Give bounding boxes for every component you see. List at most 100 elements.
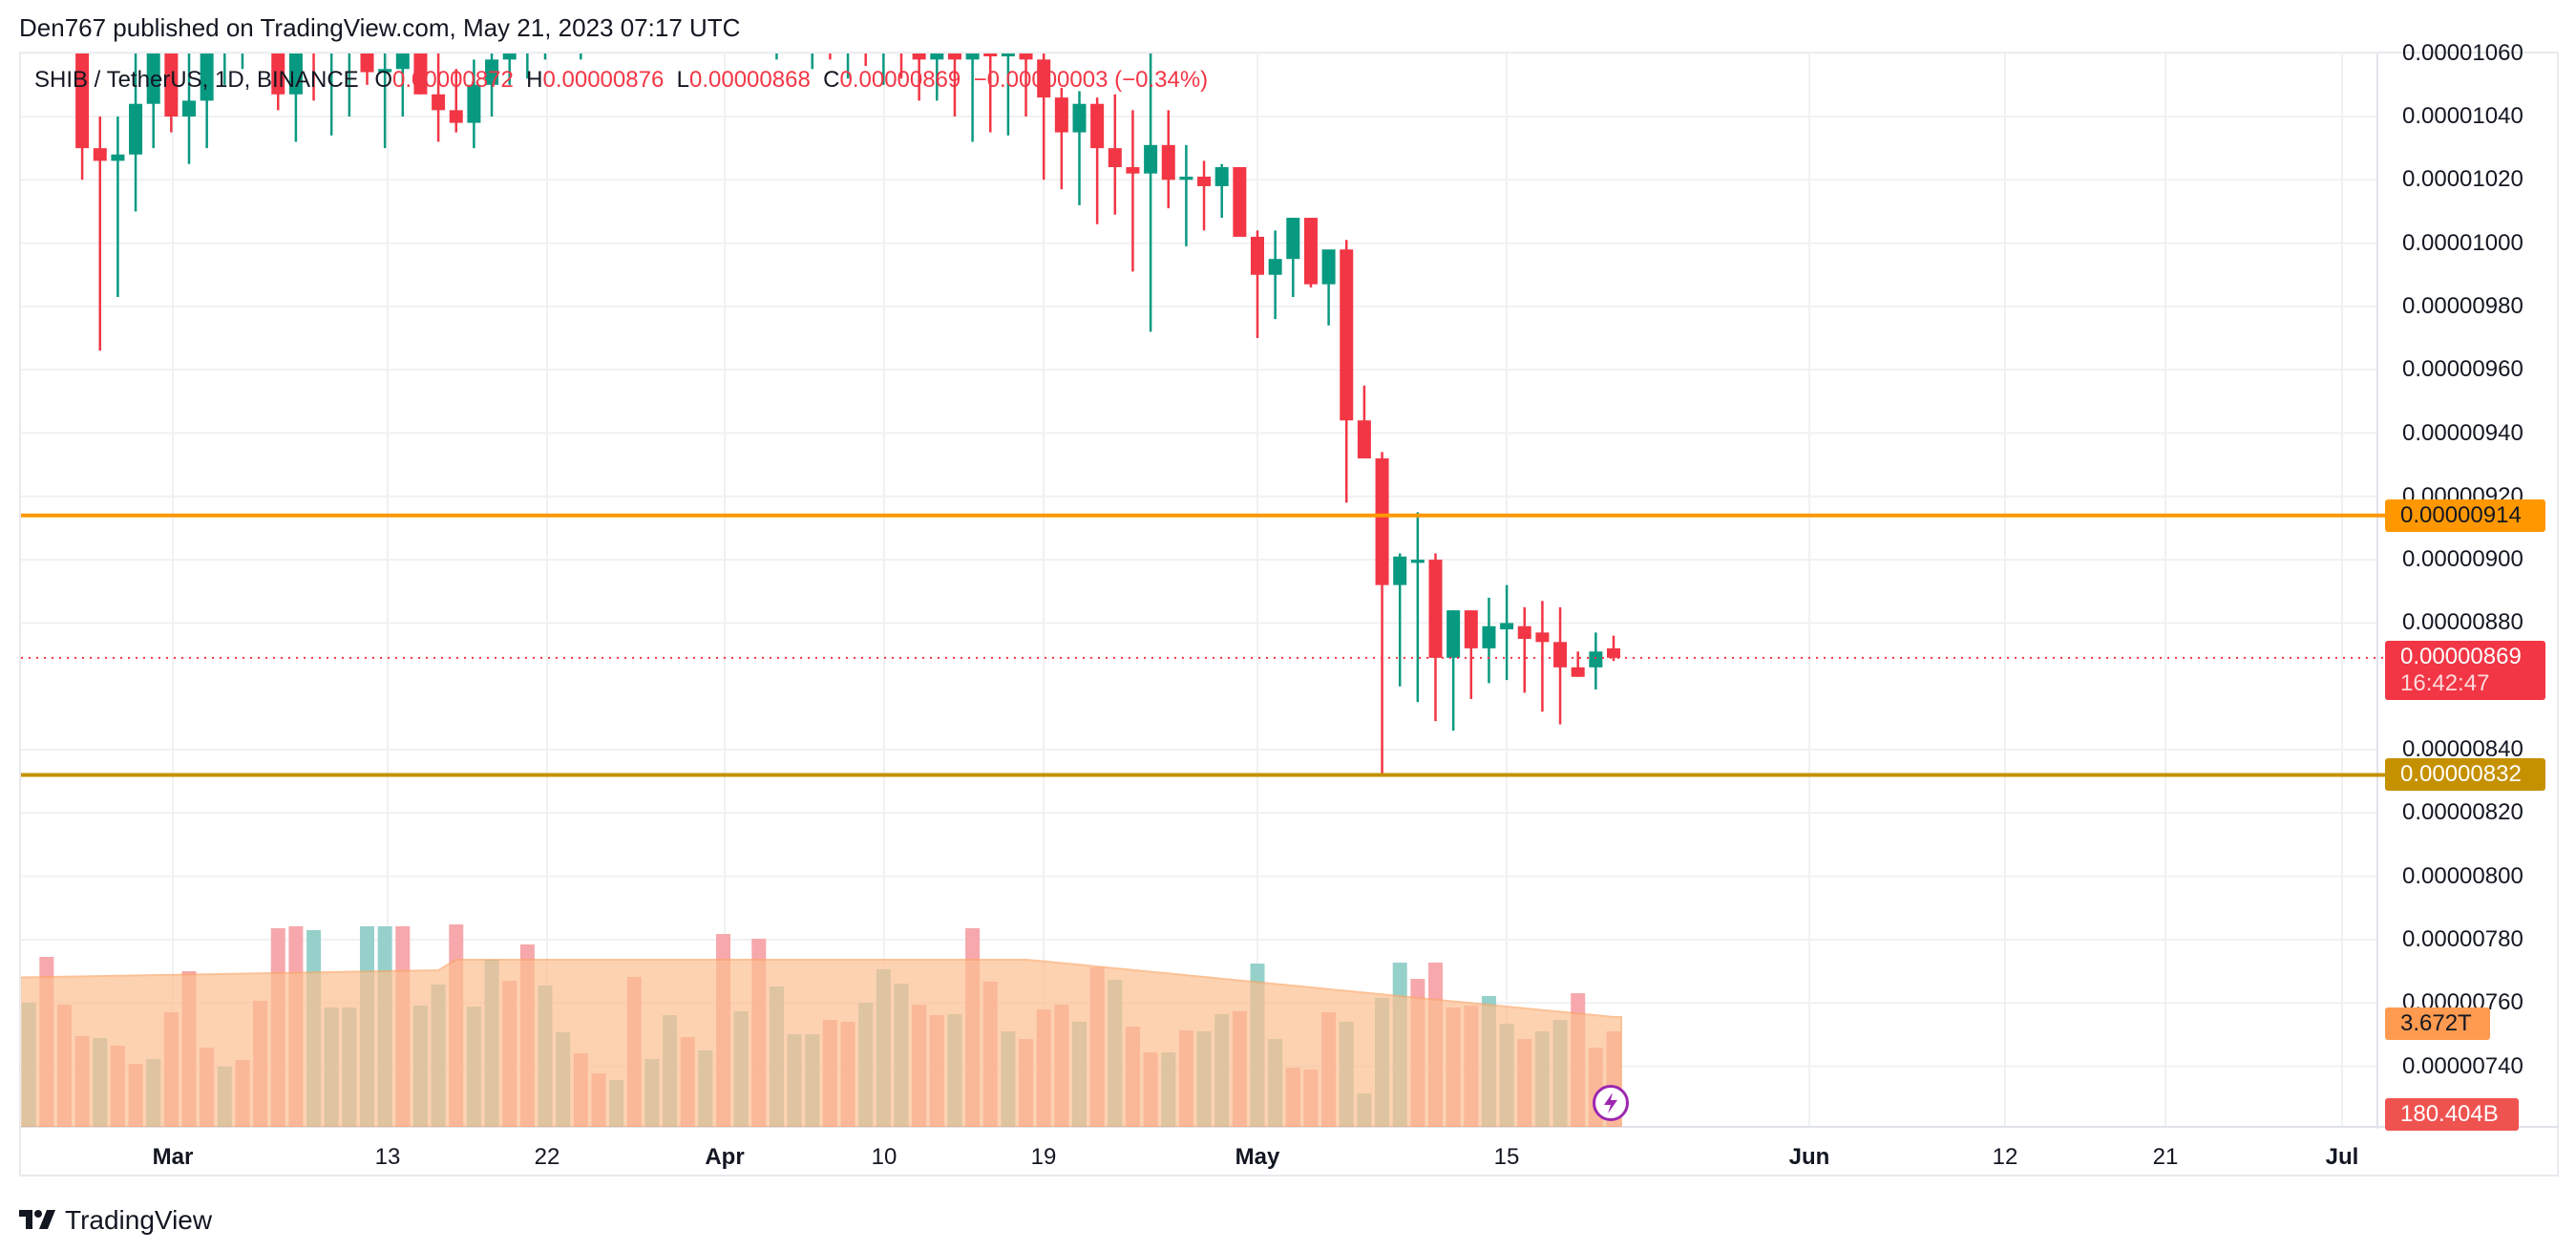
candle-down: [823, 15, 836, 34]
candle-up: [1500, 623, 1514, 630]
tradingview-logo[interactable]: TradingView: [19, 1205, 212, 1236]
candle-down: [859, 25, 873, 47]
candle-up: [1268, 259, 1282, 275]
low-key: L: [676, 67, 689, 93]
candle-up: [40, 0, 53, 9]
candle-up: [734, 0, 748, 12]
low-value: 0.00000868: [689, 67, 811, 93]
candle-up: [664, 0, 677, 6]
last-price-value: 0.00000869: [2400, 644, 2522, 669]
candle-up: [876, 37, 890, 47]
price-tick-label: 0.00000880: [2402, 609, 2523, 636]
candle-up: [395, 53, 410, 70]
candle-up: [1001, 53, 1015, 57]
candle-down: [449, 110, 463, 123]
candle-up: [965, 53, 980, 60]
candle-down: [912, 53, 926, 60]
candle-down: [717, 0, 730, 12]
volume-ma-tag: 3.672T: [2385, 1007, 2490, 1040]
candle-down: [1161, 144, 1175, 180]
time-tick-label: Jul: [2325, 1144, 2359, 1170]
candle-down: [895, 37, 908, 53]
candle-down: [752, 0, 766, 18]
support-price-tag: 0.00000832: [2385, 758, 2545, 791]
candle-down: [93, 148, 107, 161]
time-tick-label: 13: [374, 1144, 401, 1170]
time-tick-label: 22: [534, 1144, 560, 1170]
resistance-price-tag: 0.00000914: [2385, 499, 2545, 532]
candle-up: [218, 28, 231, 50]
price-tick-label: 0.00001020: [2402, 166, 2523, 193]
candle-up: [1144, 144, 1158, 174]
candle-up: [1072, 103, 1087, 133]
candle-down: [1108, 148, 1122, 168]
candle-up: [538, 9, 552, 34]
publish-line: Den767 published on TradingView.com, May…: [19, 13, 741, 42]
price-tick-label: 0.00000800: [2402, 862, 2523, 889]
close-value: 0.00000869: [839, 67, 961, 93]
candle-down: [1054, 97, 1068, 133]
time-tick-label: 15: [1493, 1144, 1520, 1170]
price-tick-label: 0.00000980: [2402, 292, 2523, 319]
candle-down: [1553, 642, 1568, 668]
candle-down: [645, 0, 659, 6]
volume-bar: [4, 982, 18, 1127]
price-tick-label: 0.00000960: [2402, 356, 2523, 383]
candle-down: [592, 3, 605, 15]
high-value: 0.00000876: [542, 67, 665, 93]
candle-down: [1233, 167, 1247, 237]
last-price-tag: 0.00000869 16:42:47: [2385, 641, 2545, 700]
candle-down: [1340, 249, 1354, 421]
candle-down: [307, 44, 321, 53]
candle-down: [1197, 176, 1212, 186]
candle-down: [432, 94, 446, 111]
candle-down: [1535, 632, 1550, 643]
candle-down: [1428, 560, 1443, 658]
price-tick-label: 0.00001060: [2402, 39, 2523, 66]
candle-up: [146, 53, 160, 104]
close-key: C: [823, 67, 840, 93]
open-value: 0.00000872: [392, 67, 514, 93]
candle-down: [1019, 53, 1033, 60]
bolt-icon: [1604, 1092, 1617, 1113]
candle-down: [1375, 458, 1389, 585]
price-tick-label: 0.00000900: [2402, 546, 2523, 573]
time-tick-label: May: [1235, 1144, 1280, 1170]
lightning-icon[interactable]: [1593, 1085, 1629, 1121]
candle-down: [1126, 167, 1140, 174]
candle-down: [983, 53, 998, 57]
candle-up: [5, 0, 18, 22]
candle-up: [200, 53, 214, 101]
candle-up: [770, 6, 783, 18]
candle-down: [271, 53, 285, 95]
candle-down: [22, 0, 35, 9]
candle-up: [467, 84, 481, 123]
candle-down: [788, 6, 801, 28]
candle-up: [1286, 218, 1300, 260]
candle-up: [1589, 651, 1603, 668]
candle-down: [1090, 103, 1105, 149]
candle-down: [1037, 59, 1051, 98]
candle-down: [254, 12, 267, 34]
candle-up: [111, 154, 125, 161]
candle-down: [1607, 647, 1620, 658]
candle-up: [1482, 626, 1496, 648]
symbol-title[interactable]: SHIB / TetherUS, 1D, BINANCE: [34, 67, 359, 93]
candle-up: [502, 53, 517, 60]
candle-down: [75, 53, 90, 149]
open-key: O: [374, 67, 393, 93]
volume-ma-area: [21, 959, 1622, 1127]
time-tick-label: 10: [871, 1144, 897, 1170]
candle-up: [1410, 560, 1425, 563]
high-key: H: [526, 67, 543, 93]
candle-up: [129, 103, 143, 155]
candle-up: [1214, 167, 1229, 186]
volume-tag: 180.404B: [2385, 1098, 2519, 1131]
candle-down: [413, 53, 428, 95]
time-tick-label: 19: [1030, 1144, 1057, 1170]
candle-up: [841, 25, 855, 34]
candle-down: [1464, 610, 1478, 648]
price-tick-label: 0.00001040: [2402, 103, 2523, 129]
candle-up: [1321, 249, 1336, 285]
